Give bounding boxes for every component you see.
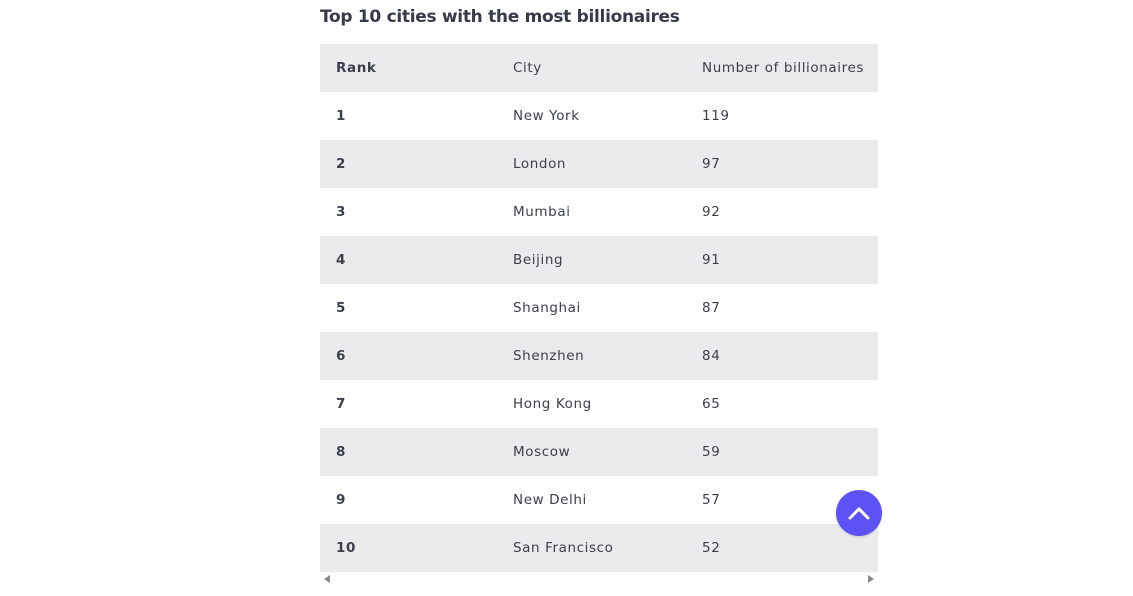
cell-city: New Delhi <box>513 492 587 508</box>
header-rank: Rank <box>336 60 377 76</box>
cell-count: 92 <box>702 204 721 220</box>
table-row: 2 London 97 <box>320 140 878 188</box>
cell-rank: 6 <box>336 348 346 364</box>
cell-rank: 5 <box>336 300 346 316</box>
cell-rank: 9 <box>336 492 346 508</box>
table-row: 6 Shenzhen 84 <box>320 332 878 380</box>
cell-city: Beijing <box>513 252 564 268</box>
table-row: 3 Mumbai 92 <box>320 188 878 236</box>
scroll-to-top-button[interactable] <box>836 490 882 536</box>
arrow-left-icon[interactable] <box>324 575 330 583</box>
cell-city: London <box>513 156 567 172</box>
cell-count: 57 <box>702 492 721 508</box>
table-row: 1 New York 119 <box>320 92 878 140</box>
cell-count: 97 <box>702 156 721 172</box>
billionaires-table: Rank City Number of billionaires 1 New Yo… <box>320 44 878 572</box>
table-row: 4 Beijing 91 <box>320 236 878 284</box>
cell-count: 59 <box>702 444 721 460</box>
cell-city: Shanghai <box>513 300 581 316</box>
chevron-up-icon <box>848 507 870 520</box>
cell-city: New York <box>513 108 580 124</box>
table-row: 8 Moscow 59 <box>320 428 878 476</box>
table-row: 10 San Francisco 52 <box>320 524 878 572</box>
cell-count: 52 <box>702 540 721 556</box>
cell-rank: 4 <box>336 252 346 268</box>
cell-rank: 3 <box>336 204 346 220</box>
cell-count: 119 <box>702 108 730 124</box>
cell-city: Mumbai <box>513 204 571 220</box>
arrow-right-icon[interactable] <box>868 575 874 583</box>
cell-city: San Francisco <box>513 540 614 556</box>
cell-count: 87 <box>702 300 721 316</box>
table-header-row: Rank City Number of billionaires <box>320 44 878 92</box>
table-row: 5 Shanghai 87 <box>320 284 878 332</box>
header-city: City <box>513 60 542 76</box>
cell-rank: 8 <box>336 444 346 460</box>
cell-city: Moscow <box>513 444 571 460</box>
table-row: 7 Hong Kong 65 <box>320 380 878 428</box>
cell-count: 91 <box>702 252 721 268</box>
cell-rank: 7 <box>336 396 346 412</box>
table-title: Top 10 cities with the most billionaires <box>320 7 680 27</box>
cell-city: Shenzhen <box>513 348 585 364</box>
cell-rank: 2 <box>336 156 346 172</box>
horizontal-scrollbar[interactable] <box>320 572 878 586</box>
cell-count: 65 <box>702 396 721 412</box>
cell-count: 84 <box>702 348 721 364</box>
cell-rank: 10 <box>336 540 356 556</box>
cell-city: Hong Kong <box>513 396 592 412</box>
header-count: Number of billionaires <box>702 60 865 76</box>
cell-rank: 1 <box>336 108 346 124</box>
table-row: 9 New Delhi 57 <box>320 476 878 524</box>
